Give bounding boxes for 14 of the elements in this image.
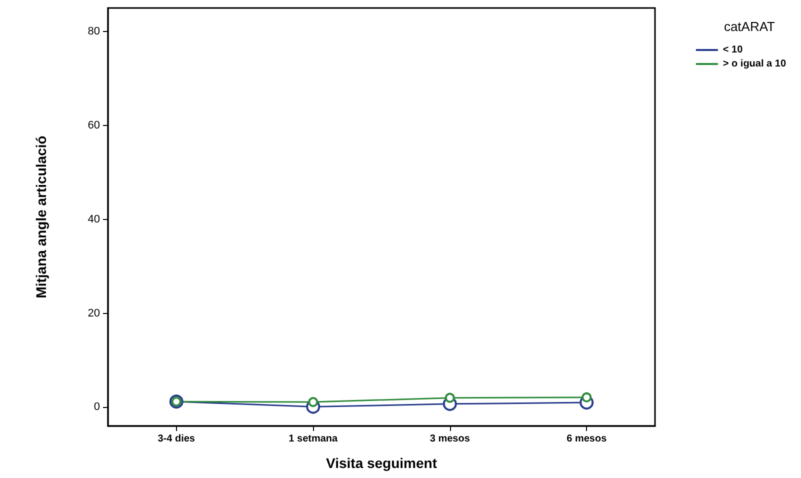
legend-label: > o igual a 10	[722, 58, 786, 70]
y-tick-label: 60	[88, 119, 100, 132]
x-tick-label: 3 mesos	[430, 434, 470, 444]
x-tick-label: 3-4 dies	[158, 434, 196, 444]
y-tick-label: 0	[94, 401, 100, 414]
x-axis-title: Visita seguiment	[326, 455, 438, 471]
x-tick-label: 1 setmana	[288, 434, 338, 444]
x-tick-label: 6 mesos	[566, 434, 608, 444]
y-tick-label: 80	[88, 25, 100, 38]
legend-label: < 10	[722, 44, 744, 56]
y-tick-label: 20	[88, 307, 100, 320]
y-tick-label: 40	[88, 213, 100, 226]
y-axis-title: Mitjana angle articulació	[33, 136, 49, 298]
legend-title: catARAT	[724, 19, 776, 34]
